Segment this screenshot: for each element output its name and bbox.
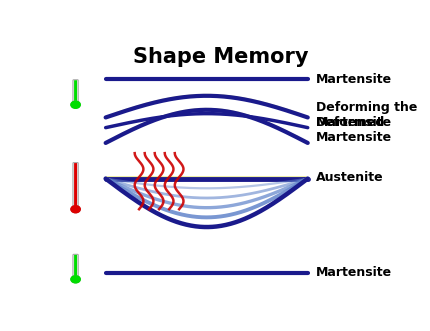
Text: Deformed
Martensite: Deformed Martensite <box>315 116 391 144</box>
Text: Martensite: Martensite <box>315 73 391 86</box>
Circle shape <box>71 206 80 213</box>
Circle shape <box>71 101 80 108</box>
FancyBboxPatch shape <box>73 254 78 280</box>
Circle shape <box>71 276 80 283</box>
FancyBboxPatch shape <box>74 255 77 279</box>
FancyBboxPatch shape <box>74 163 77 209</box>
FancyBboxPatch shape <box>73 163 78 210</box>
FancyBboxPatch shape <box>74 80 77 105</box>
FancyBboxPatch shape <box>73 80 78 106</box>
Text: Shape Memory: Shape Memory <box>133 47 308 68</box>
Text: Martensite: Martensite <box>315 266 391 279</box>
Text: Austenite: Austenite <box>315 171 383 184</box>
Text: Deforming the
Martensite: Deforming the Martensite <box>315 101 417 129</box>
